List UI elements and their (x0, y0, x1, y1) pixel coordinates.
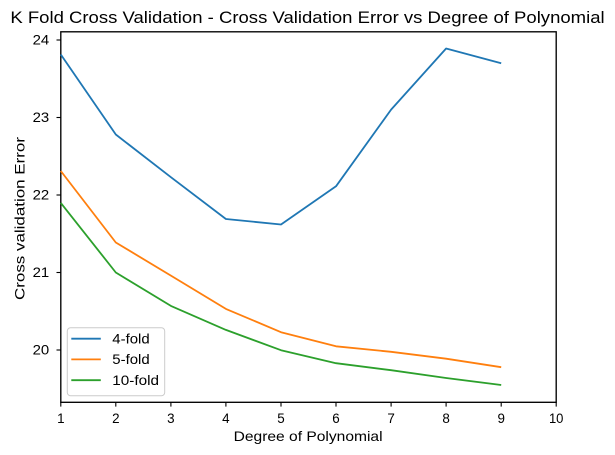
svg-text:7: 7 (387, 411, 394, 426)
svg-text:5-fold: 5-fold (112, 351, 149, 367)
svg-text:4-fold: 4-fold (112, 330, 149, 346)
svg-text:Degree of Polynomial: Degree of Polynomial (234, 428, 383, 444)
svg-text:21: 21 (33, 265, 50, 280)
svg-text:6: 6 (332, 411, 339, 426)
svg-text:20: 20 (33, 343, 50, 358)
svg-text:Cross validation Error: Cross validation Error (11, 137, 27, 300)
svg-text:5: 5 (277, 411, 284, 426)
svg-text:4: 4 (222, 411, 230, 426)
svg-text:23: 23 (33, 110, 50, 125)
svg-text:8: 8 (442, 411, 449, 426)
svg-text:10-fold: 10-fold (112, 372, 159, 388)
svg-text:K Fold Cross Validation - Cros: K Fold Cross Validation - Cross Validati… (10, 8, 604, 27)
svg-text:24: 24 (33, 33, 50, 48)
svg-text:3: 3 (167, 411, 174, 426)
svg-text:2: 2 (112, 411, 119, 426)
svg-text:10: 10 (549, 411, 564, 426)
svg-text:9: 9 (497, 411, 504, 426)
svg-text:1: 1 (57, 411, 64, 426)
svg-text:22: 22 (33, 188, 50, 203)
